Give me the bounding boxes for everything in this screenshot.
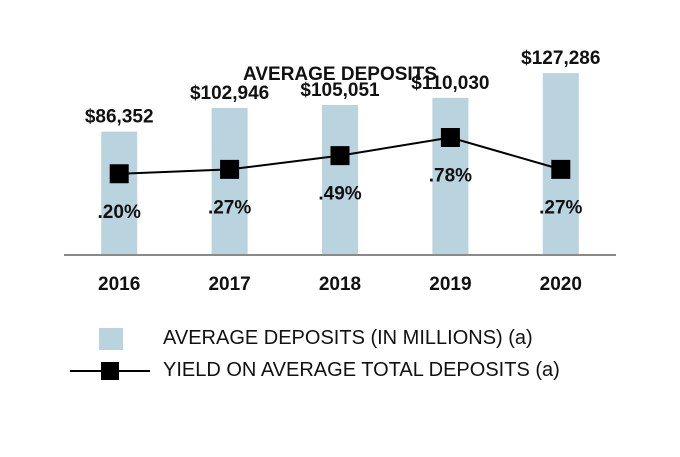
yield-marker-2017 [220,159,240,179]
bar-label-2019: $110,030 [411,73,489,94]
bar-2018 [322,104,358,255]
x-tick-label-2020: 2020 [540,274,582,295]
legend-bar-swatch [99,328,123,350]
legend-label-deposits: AVERAGE DEPOSITS (IN MILLIONS) (a) [163,327,533,349]
legend-label-yield: YIELD ON AVERAGE TOTAL DEPOSITS (a) [163,359,560,381]
x-tick-label-2018: 2018 [319,274,361,295]
yield-marker-2016 [109,164,129,184]
yield-label-2017: .27% [208,197,251,218]
legend-item-deposits: AVERAGE DEPOSITS (IN MILLIONS) (a) [70,322,630,354]
bar-2019 [432,97,469,255]
x-tick-label-2019: 2019 [429,274,471,295]
x-tick-label-2017: 2017 [208,274,250,295]
chart-title: AVERAGE DEPOSITS [243,64,437,85]
yield-marker-2020 [551,159,571,179]
bar-2016 [101,131,138,255]
yield-marker-2018 [330,146,350,166]
legend: AVERAGE DEPOSITS (IN MILLIONS) (a) YIELD… [70,322,630,386]
bar-2017 [211,107,248,255]
x-tick-label-2016: 2016 [98,274,140,295]
legend-item-yield: YIELD ON AVERAGE TOTAL DEPOSITS (a) [70,354,630,386]
yield-marker-2019 [440,128,460,147]
bar-label-2016: $86,352 [85,107,154,128]
legend-marker-swatch [101,362,119,380]
yield-label-2020: .27% [539,197,582,218]
bar-label-2017: $102,946 [190,83,269,104]
bar-label-2018: $105,051 [300,80,380,101]
yield-label-2019: .78% [429,166,472,187]
yield-label-2018: .49% [318,184,361,205]
bar-label-2020: $127,286 [521,48,600,69]
yield-label-2016: .20% [98,202,141,223]
